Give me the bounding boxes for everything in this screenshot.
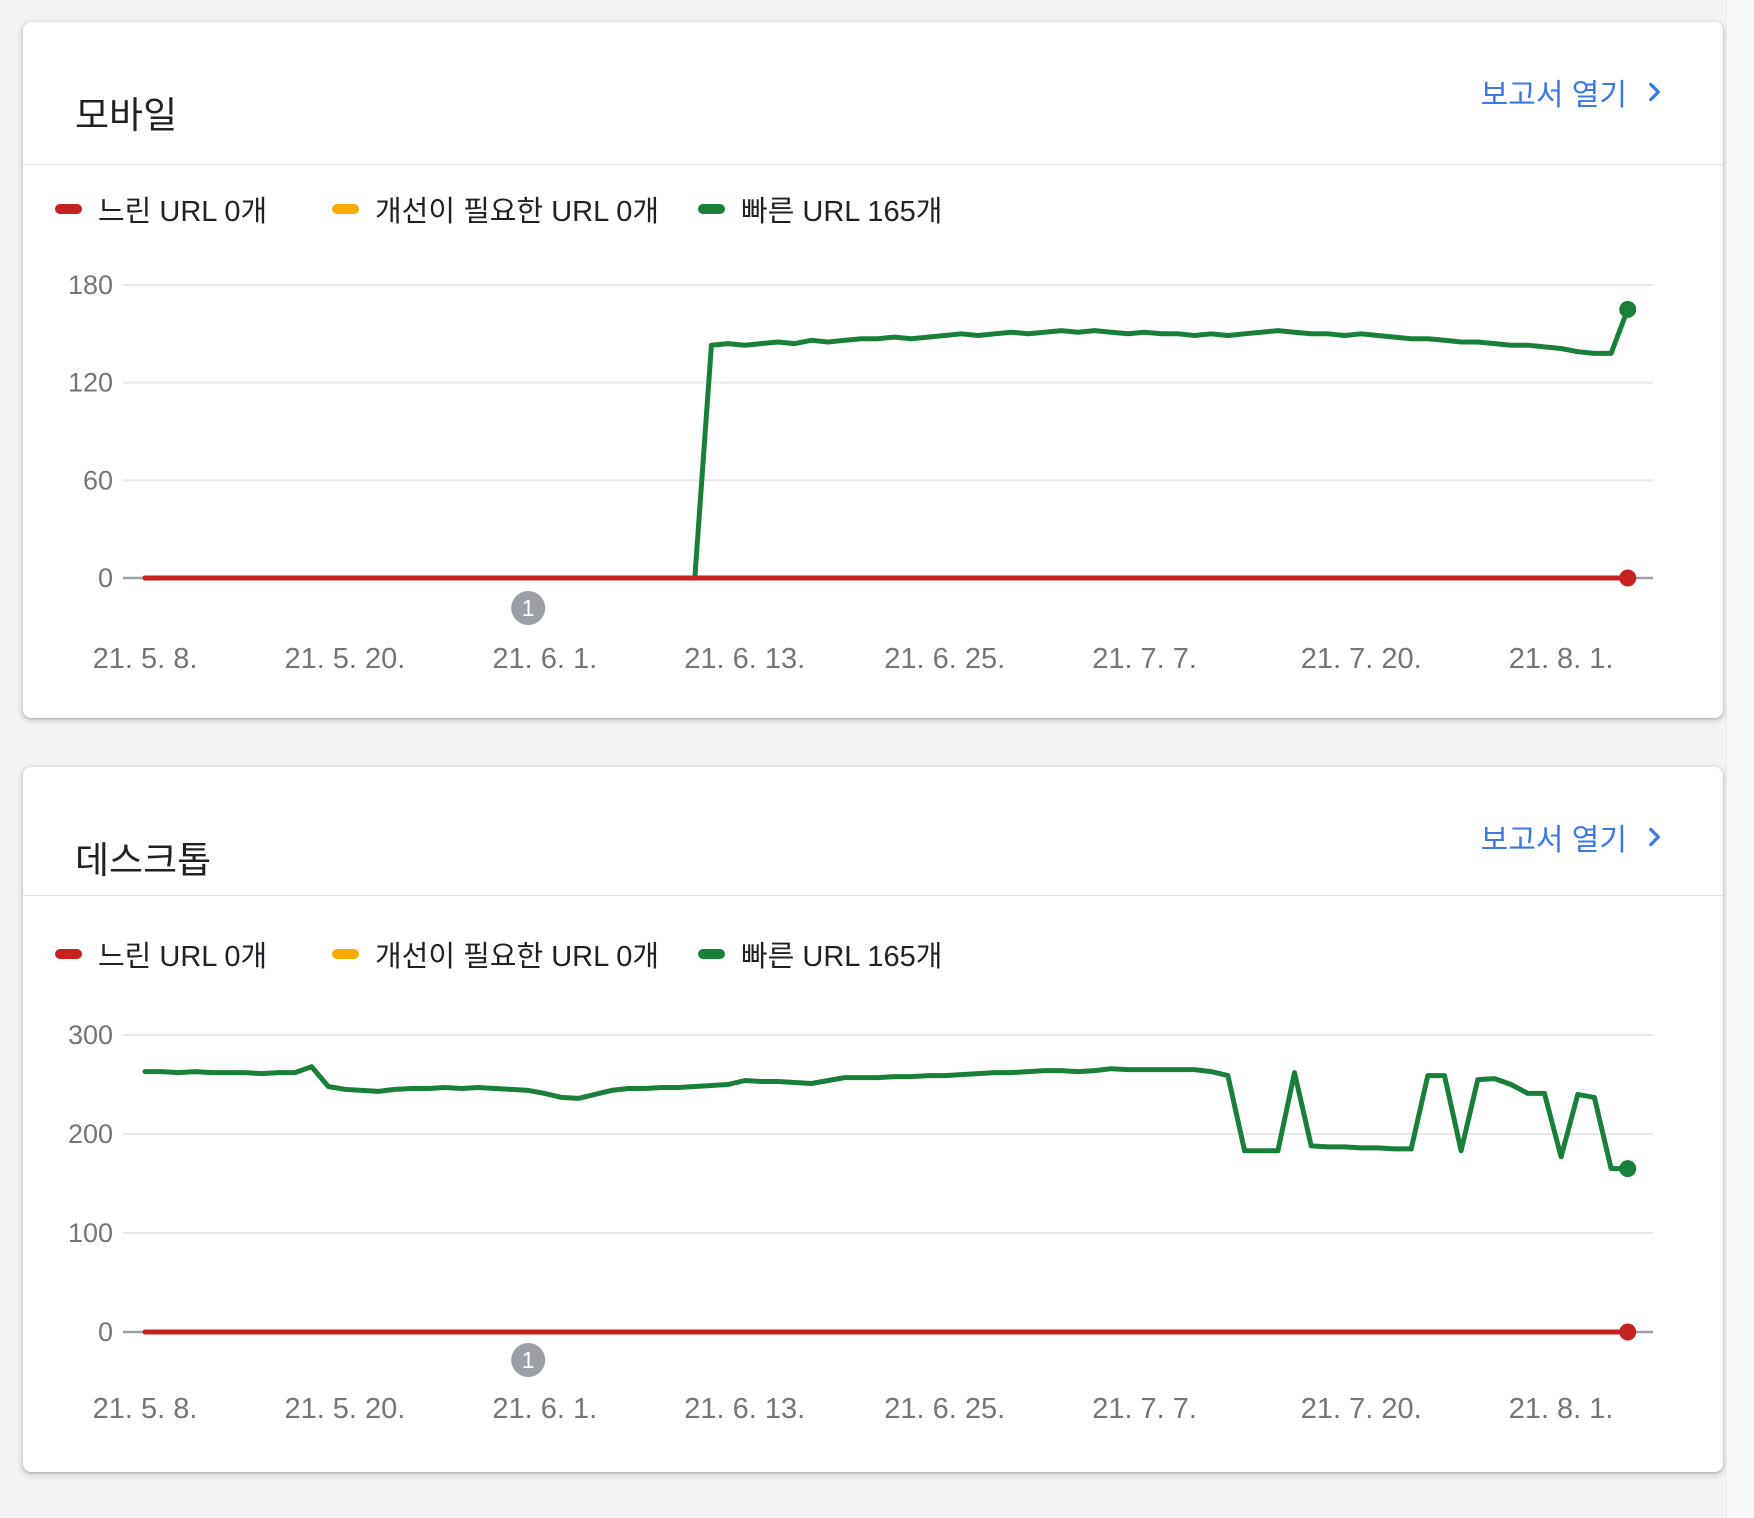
x-axis-tick-label: 21. 5. 20. [284, 1393, 405, 1425]
legend-item-slow-urls[interactable]: 느린 URL 0개 [55, 933, 267, 975]
fast-urls-line [142, 306, 1631, 581]
slow-urls-label: 느린 URL 0개 [98, 196, 268, 228]
open-report-label: 보고서 열기 [1480, 824, 1627, 857]
y-axis-tick-label: 0 [98, 563, 113, 593]
x-axis-tick-label: 21. 7. 20. [1301, 1393, 1422, 1425]
open-report-label: 보고서 열기 [1480, 79, 1627, 112]
x-axis-tick-label: 21. 7. 7. [1092, 643, 1197, 675]
desktop-card: 데스크톱 보고서 열기 느린 URL 0개 개선이 필요한 URL 0개 빠른 … [23, 767, 1723, 1472]
x-axis-tick-label: 21. 7. 7. [1092, 1393, 1197, 1425]
slow-urls-line-end-dot [1619, 569, 1637, 587]
x-axis-tick-label: 21. 5. 8. [93, 643, 198, 675]
fast-urls-swatch [698, 204, 725, 214]
desktop-open-report-link[interactable]: 보고서 열기 [1481, 815, 1667, 859]
slow-urls-swatch [55, 204, 82, 214]
fast-urls-line-end-dot [1619, 1160, 1637, 1178]
y-axis-tick-label: 120 [68, 368, 113, 398]
chevron-right-icon [1641, 824, 1667, 850]
x-axis-tick-label: 21. 6. 13. [684, 1393, 805, 1425]
mobile-line-chart: 0 60 120 180 21. 5. 8. 21. 5. 20. 21. 6. 1. 21.… [68, 270, 1653, 675]
y-axis-tick-label: 200 [68, 1119, 113, 1149]
x-axis-tick-label: 21. 5. 20. [284, 643, 405, 675]
mobile-open-report-link[interactable]: 보고서 열기 [1481, 70, 1667, 114]
desktop-card-title: 데스크톱 [75, 839, 212, 881]
x-axis-tick-label: 21. 6. 1. [492, 1393, 597, 1425]
fast-urls-swatch [698, 949, 725, 959]
annotation-badge[interactable] [511, 1343, 546, 1377]
x-axis-tick-label: 21. 6. 25. [884, 643, 1005, 675]
x-axis-tick-label: 21. 6. 1. [492, 643, 597, 675]
fast-urls-label: 빠른 URL 165개 [741, 941, 943, 973]
x-axis-tick-label: 21. 8. 1. [1509, 1393, 1614, 1425]
y-axis-tick-label: 0 [98, 1317, 113, 1347]
needs-improvement-label: 개선이 필요한 URL 0개 [375, 941, 659, 973]
x-axis-tick-label: 21. 6. 25. [884, 1393, 1005, 1425]
x-axis-tick-label: 21. 5. 8. [93, 1393, 198, 1425]
legend-item-fast-urls[interactable]: 빠른 URL 165개 [698, 188, 942, 230]
y-axis-tick-label: 180 [68, 270, 113, 300]
fast-urls-label: 빠른 URL 165개 [741, 196, 943, 228]
fast-urls-line-end-dot [1619, 300, 1637, 318]
header-divider [23, 164, 1723, 165]
needs-improvement-label: 개선이 필요한 URL 0개 [375, 196, 659, 228]
fast-urls-line [142, 1064, 1631, 1172]
legend-item-needs-improvement-urls[interactable]: 개선이 필요한 URL 0개 [332, 933, 659, 975]
legend-item-slow-urls[interactable]: 느린 URL 0개 [55, 188, 267, 230]
legend-item-needs-improvement-urls[interactable]: 개선이 필요한 URL 0개 [332, 188, 659, 230]
annotation-badge-label: 1 [522, 1347, 535, 1373]
mobile-card-title: 모바일 [75, 94, 178, 136]
x-axis-tick-label: 21. 8. 1. [1509, 643, 1614, 675]
y-axis-tick-label: 300 [68, 1020, 113, 1050]
legend-item-fast-urls[interactable]: 빠른 URL 165개 [698, 933, 942, 975]
page-scrollbar[interactable] [1726, 0, 1754, 1518]
x-axis-tick-label: 21. 6. 13. [684, 643, 805, 675]
slow-urls-line-end-dot [1619, 1323, 1637, 1341]
chevron-right-icon [1641, 79, 1667, 105]
y-axis-tick-label: 60 [83, 465, 113, 495]
annotation-badge[interactable] [511, 591, 546, 625]
mobile-card: 모바일 보고서 열기 느린 URL 0개 개선이 필요한 URL 0개 빠른 U… [23, 22, 1723, 718]
annotation-badge-label: 1 [522, 595, 535, 621]
slow-urls-swatch [55, 949, 82, 959]
needs-improvement-swatch [332, 949, 359, 959]
needs-improvement-swatch [332, 204, 359, 214]
y-axis-tick-label: 100 [68, 1218, 113, 1248]
desktop-line-chart: 0 100 200 300 21. 5. 8. 21. 5. 20. 21. 6. 1. 21… [68, 1020, 1653, 1425]
slow-urls-label: 느린 URL 0개 [98, 941, 268, 973]
header-divider [23, 895, 1723, 896]
x-axis-tick-label: 21. 7. 20. [1301, 643, 1422, 675]
